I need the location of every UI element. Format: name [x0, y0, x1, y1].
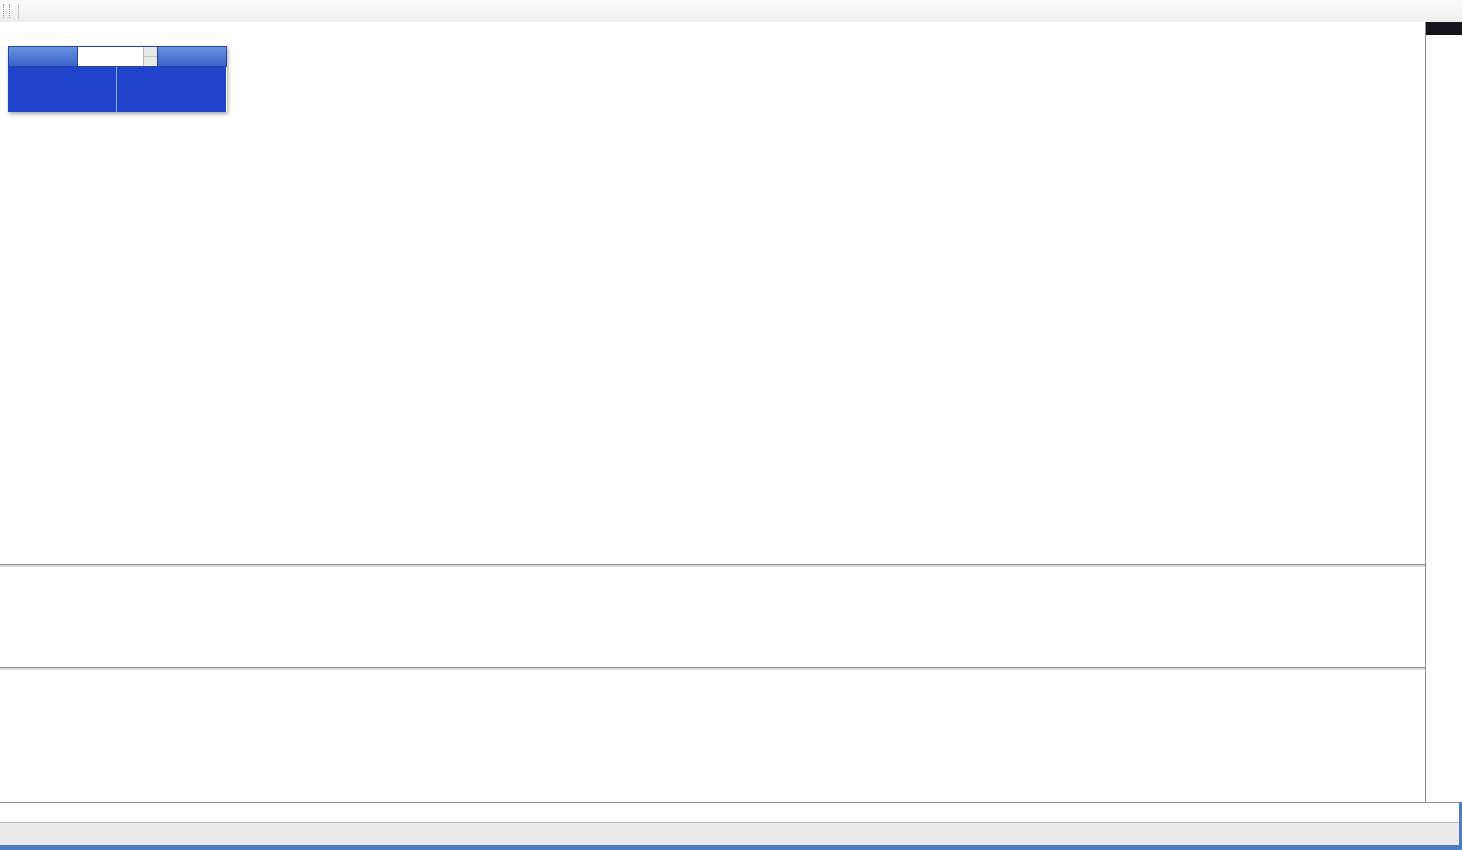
buy-button[interactable]: [157, 46, 227, 67]
price-axis: [1425, 22, 1462, 802]
rsi-indicator-panel[interactable]: [0, 670, 1425, 802]
price-chart-panel[interactable]: [0, 22, 1425, 567]
chart-ohlc-header: [8, 26, 32, 37]
toolbar-grip-icon[interactable]: [3, 4, 10, 18]
panel-splitter[interactable]: [0, 667, 1462, 670]
window-frame-bottom: [0, 845, 1462, 850]
current-price-tag: [1426, 22, 1462, 35]
buy-price-box[interactable]: [117, 67, 226, 112]
volume-field[interactable]: [78, 46, 157, 67]
rsi-label: [8, 673, 14, 684]
one-click-trading-panel: [8, 46, 227, 112]
toolbar-separator: [18, 3, 19, 19]
timeframe-toolbar: [0, 0, 1462, 23]
chart-tab-bar: [0, 822, 1462, 845]
panel-splitter[interactable]: [0, 564, 1462, 567]
rsi-chart[interactable]: [0, 670, 1425, 802]
volume-down-icon[interactable]: [144, 57, 157, 66]
macd-label: [8, 570, 20, 581]
macd-indicator-panel[interactable]: [0, 567, 1425, 670]
macd-chart[interactable]: [0, 567, 1425, 670]
date-axis: [0, 802, 1462, 822]
sell-button[interactable]: [8, 46, 78, 67]
sell-price-box[interactable]: [8, 67, 117, 112]
volume-up-icon[interactable]: [144, 47, 157, 57]
